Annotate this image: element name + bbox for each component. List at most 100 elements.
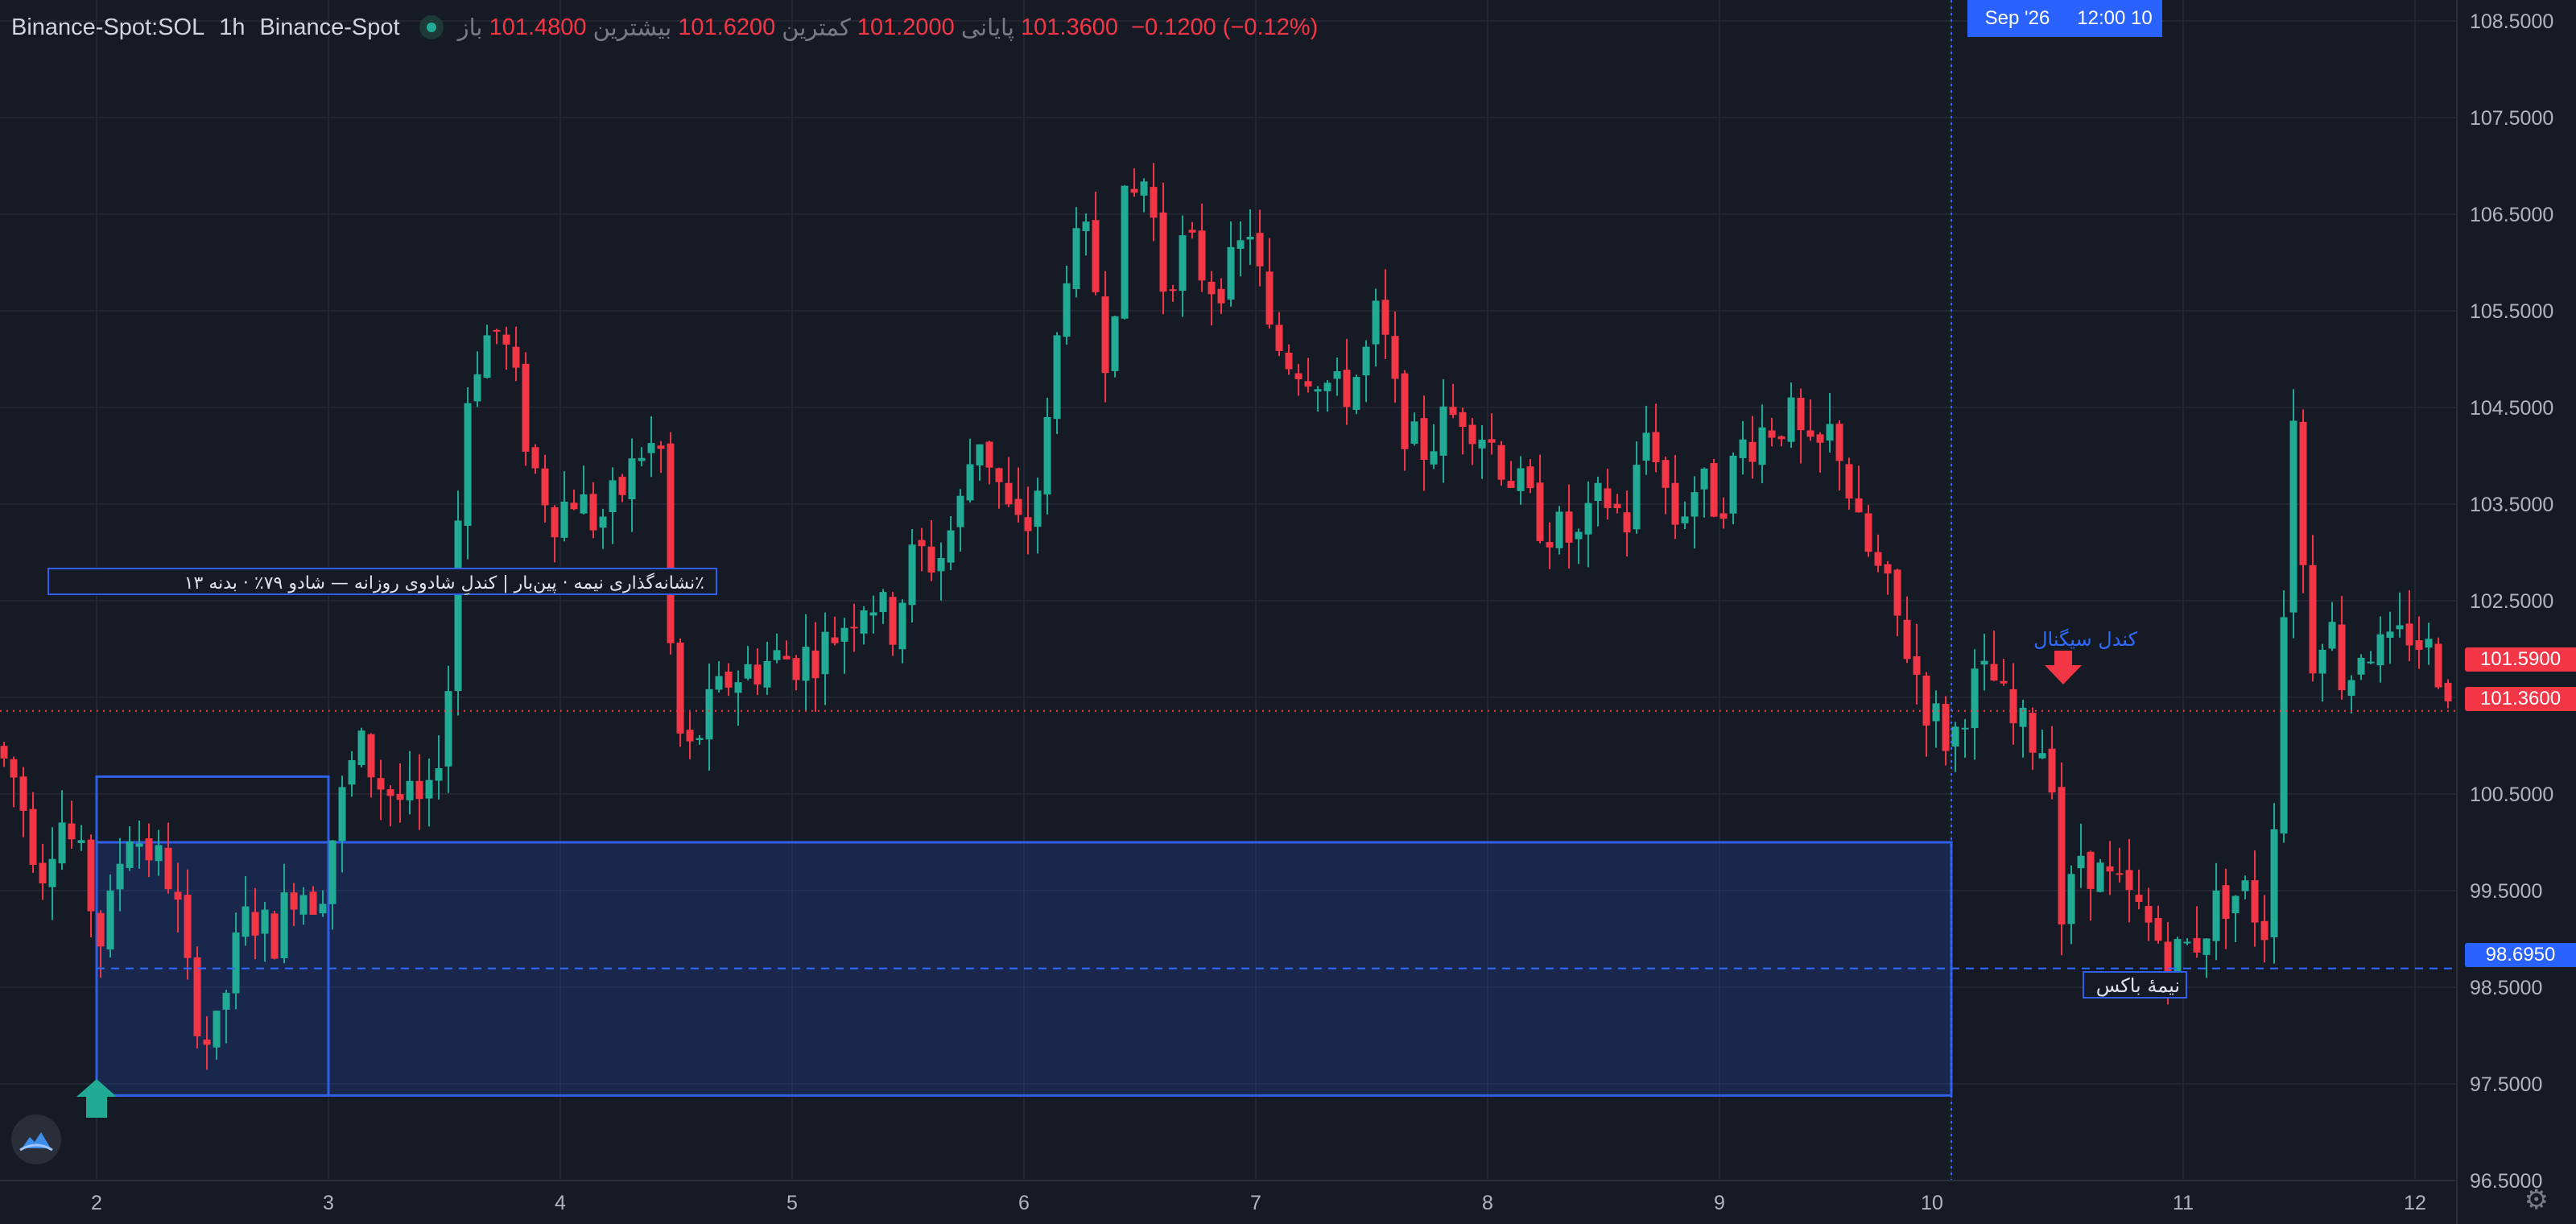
note-label-box[interactable] [47,568,717,595]
candle-body[interactable] [1198,230,1206,281]
candle-body[interactable] [2029,713,2037,753]
candle-body[interactable] [1179,235,1187,292]
candle-body[interactable] [106,890,114,950]
candle-body[interactable] [338,787,346,842]
candle-body[interactable] [2202,938,2211,955]
candle-body[interactable] [435,768,443,781]
candle-body[interactable] [193,957,201,1036]
candle-body[interactable] [2116,873,2124,875]
candle-body[interactable] [290,892,298,910]
settings-gear-icon[interactable]: ⚙ [2524,1185,2549,1215]
candle-body[interactable] [869,612,877,616]
candle-body[interactable] [1642,432,1650,461]
candle-body[interactable] [551,507,559,538]
candle-body[interactable] [1971,668,1979,729]
candle-body[interactable] [1526,466,1534,489]
candle-body[interactable] [821,631,829,675]
candle-body[interactable] [464,403,472,526]
candle-body[interactable] [1314,389,1322,392]
candle-body[interactable] [599,516,607,528]
candle-body[interactable] [1700,468,1708,490]
candle-body[interactable] [2193,937,2201,953]
candle-body[interactable] [222,992,230,1010]
candle-body[interactable] [2289,420,2297,613]
inner-range-box[interactable] [95,775,330,1097]
candle-body[interactable] [1903,619,1911,660]
candle-body[interactable] [1748,441,1757,462]
candle-body[interactable] [1488,439,1496,443]
candle-body[interactable] [261,909,269,934]
candle-body[interactable] [1227,246,1235,300]
candle-body[interactable] [2405,623,2413,646]
candle-body[interactable] [1758,427,1766,465]
candle-body[interactable] [1922,675,1930,726]
candle-body[interactable] [2038,753,2046,759]
candle-body[interactable] [1584,502,1592,535]
candle-body[interactable] [1401,373,1409,449]
candle-body[interactable] [280,892,288,958]
candle-body[interactable] [126,842,134,868]
candle-body[interactable] [1613,503,1621,509]
candle-body[interactable] [1777,436,1785,440]
candle-body[interactable] [1787,397,1795,442]
candle-body[interactable] [531,447,539,469]
candle-body[interactable] [0,746,8,759]
candle-body[interactable] [1835,424,1843,461]
candle-body[interactable] [889,597,897,645]
candle-body[interactable] [1719,513,1728,519]
candle-body[interactable] [1072,228,1080,289]
candle-body[interactable] [686,730,694,742]
candle-body[interactable] [1459,411,1467,428]
candle-body[interactable] [2183,941,2191,944]
candle-body[interactable] [1140,181,1148,196]
candle-body[interactable] [763,660,771,688]
candle-body[interactable] [1150,187,1158,218]
candle-body[interactable] [966,464,974,501]
candle-body[interactable] [2000,680,2008,684]
candle-body[interactable] [2174,939,2182,973]
candle-body[interactable] [415,780,423,800]
candle-body[interactable] [1323,382,1331,391]
candle-body[interactable] [589,494,597,531]
candle-body[interactable] [1430,451,1438,465]
candle-body[interactable] [1478,440,1486,449]
candle-body[interactable] [2260,920,2268,941]
candle-body[interactable] [473,374,481,402]
candle-body[interactable] [1159,212,1167,292]
candle-body[interactable] [860,610,868,634]
candle-body[interactable] [97,912,105,947]
candle-body[interactable] [309,891,317,915]
candle-body[interactable] [676,642,684,734]
candle-body[interactable] [39,862,47,884]
candle-body[interactable] [1797,397,1805,431]
candle-body[interactable] [802,647,810,681]
candle-body[interactable] [1729,455,1737,514]
mid-label-box[interactable] [2083,971,2187,999]
candle-body[interactable] [357,730,365,766]
candle-body[interactable] [1990,664,1998,681]
candle-body[interactable] [744,664,752,679]
candle-body[interactable] [1690,492,1699,517]
candle-body[interactable] [299,895,308,915]
candle-body[interactable] [792,658,800,680]
candle-body[interactable] [2067,874,2075,924]
candle-body[interactable] [2135,895,2143,902]
market-status-icon[interactable] [419,15,444,39]
candle-body[interactable] [2347,680,2355,697]
candle-body[interactable] [454,520,462,692]
candle-body[interactable] [396,794,404,800]
candle-body[interactable] [1333,371,1341,379]
candle-body[interactable] [1236,240,1245,250]
signal-down-arrow-icon[interactable] [2045,651,2082,684]
candle-body[interactable] [908,544,916,606]
candle-body[interactable] [145,838,153,861]
candle-body[interactable] [1034,490,1042,527]
candle-body[interactable] [898,602,906,650]
candle-body[interactable] [444,691,452,767]
candle-body[interactable] [1980,660,1988,665]
candle-body[interactable] [1507,481,1515,488]
candle-body[interactable] [116,863,124,890]
candle-body[interactable] [1265,271,1274,325]
candle-body[interactable] [2338,624,2346,691]
